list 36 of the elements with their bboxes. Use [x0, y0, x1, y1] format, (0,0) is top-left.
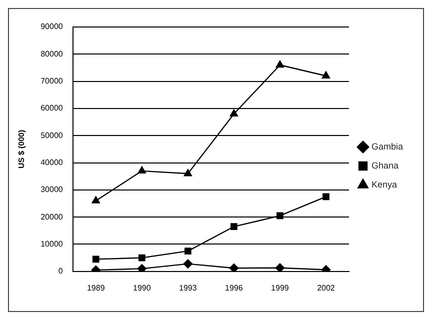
point [92, 196, 100, 204]
y-tick-label: 50000 [40, 130, 64, 140]
legend-label: Kenya [371, 179, 398, 190]
point [275, 263, 285, 272]
point [184, 248, 192, 254]
y-tick-label: 70000 [40, 76, 64, 86]
y-tick-label: 90000 [40, 22, 64, 32]
legend-label: Gambia [371, 141, 403, 152]
y-tick-label: 20000 [40, 212, 64, 222]
point [138, 254, 146, 262]
point [230, 223, 238, 230]
point [276, 212, 284, 220]
point [137, 264, 146, 272]
point [183, 259, 193, 268]
point [92, 256, 100, 263]
point [230, 109, 238, 116]
y-tick-label: 0 [58, 266, 64, 276]
point [322, 71, 330, 78]
x-tick-label: 1990 [132, 283, 152, 292]
point [184, 169, 192, 176]
x-tick-label: 2002 [317, 283, 336, 292]
x-tick-label: 1993 [179, 283, 198, 292]
point [229, 264, 239, 272]
x-tick-label: 1996 [225, 283, 244, 292]
point [276, 60, 284, 68]
point [322, 193, 330, 200]
y-tick-label: 10000 [40, 239, 64, 248]
point [138, 166, 146, 174]
x-tick-label: 1989 [86, 283, 106, 292]
y-tick-label: 40000 [40, 158, 64, 167]
y-tick-label: 80000 [40, 49, 64, 58]
y-axis-title: US $ (000) [17, 130, 26, 169]
y-tick-label: 30000 [40, 185, 64, 194]
y-tick-label: 60000 [40, 104, 64, 113]
legend-label: Ghana [371, 160, 399, 170]
x-tick-label: 1999 [271, 283, 290, 292]
